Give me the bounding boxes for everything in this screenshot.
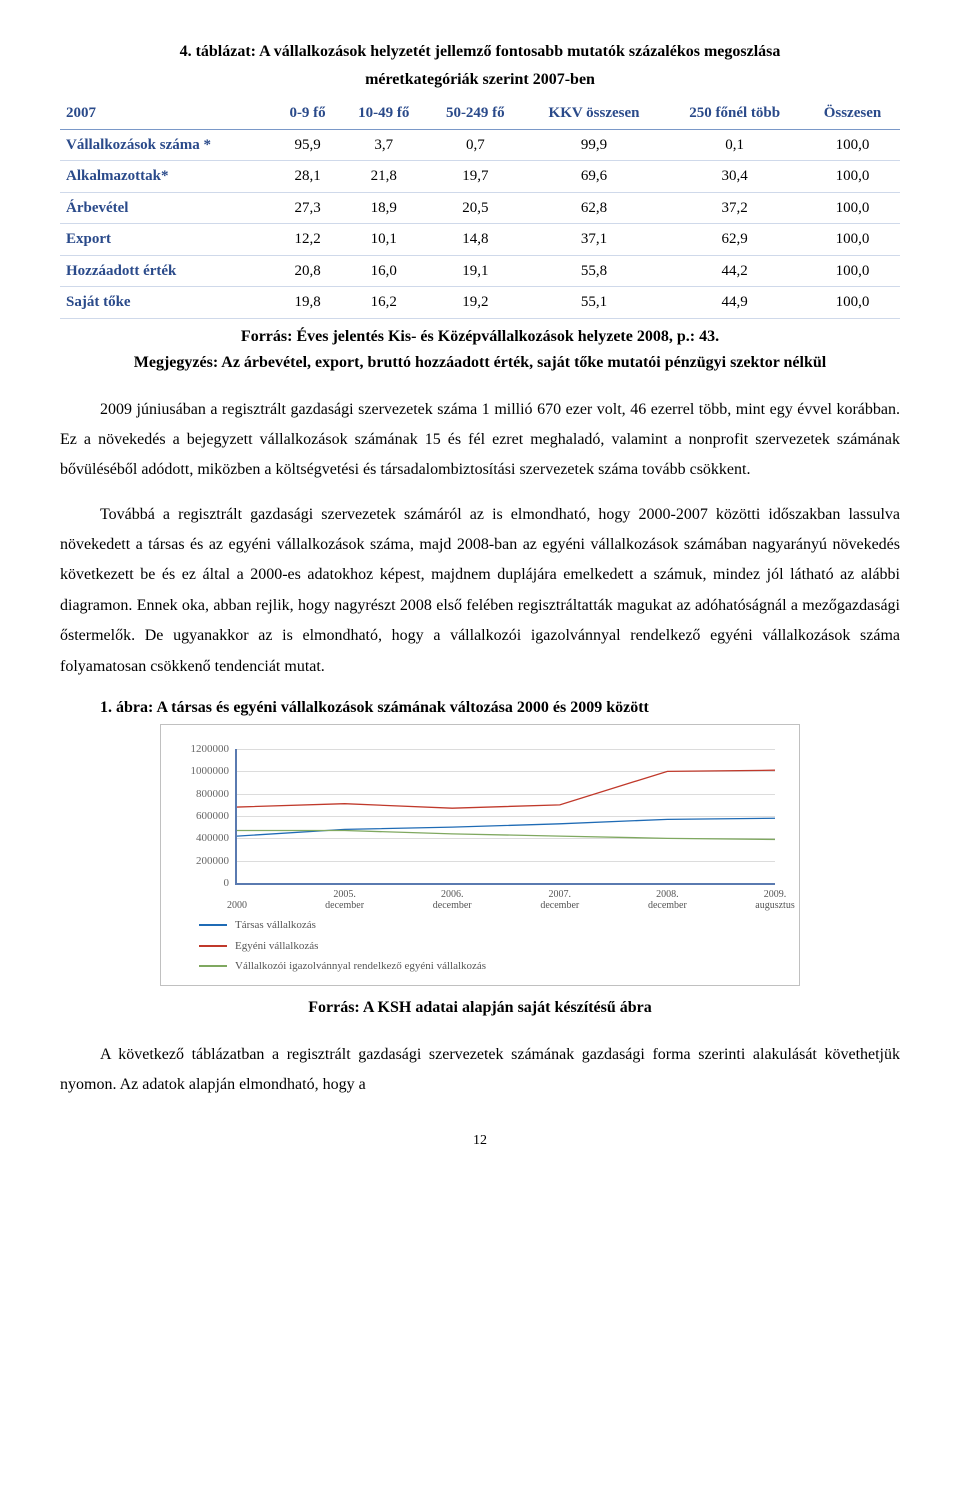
table-cell: 18,9 bbox=[341, 192, 427, 224]
table-title-line1: 4. táblázat: A vállalkozások helyzetét j… bbox=[60, 40, 900, 64]
col-header: 50-249 fő bbox=[427, 98, 524, 129]
col-header: 0-9 fő bbox=[275, 98, 341, 129]
table-row: Saját tőke19,816,219,255,144,9100,0 bbox=[60, 287, 900, 319]
col-header: 2007 bbox=[60, 98, 275, 129]
row-label: Export bbox=[60, 224, 275, 256]
table-note: Megjegyzés: Az árbevétel, export, bruttó… bbox=[60, 351, 900, 375]
table-cell: 19,8 bbox=[275, 287, 341, 319]
table-row: Hozzáadott érték20,816,019,155,844,2100,… bbox=[60, 255, 900, 287]
chart-series-line bbox=[237, 831, 775, 840]
table-cell: 19,7 bbox=[427, 161, 524, 193]
y-tick-label: 0 bbox=[177, 875, 229, 892]
table-row: Alkalmazottak*28,121,819,769,630,4100,0 bbox=[60, 161, 900, 193]
figure-source: Forrás: A KSH adatai alapján saját készí… bbox=[60, 996, 900, 1020]
table-cell: 62,8 bbox=[524, 192, 665, 224]
table-cell: 20,8 bbox=[275, 255, 341, 287]
paragraph-3: A következő táblázatban a regisztrált ga… bbox=[60, 1040, 900, 1101]
table-cell: 16,2 bbox=[341, 287, 427, 319]
table-cell: 3,7 bbox=[341, 129, 427, 161]
table-cell: 19,1 bbox=[427, 255, 524, 287]
paragraph-1: 2009 júniusában a regisztrált gazdasági … bbox=[60, 395, 900, 486]
table-cell: 100,0 bbox=[805, 129, 900, 161]
y-tick-label: 200000 bbox=[177, 852, 229, 869]
x-tick-label: 2000 bbox=[227, 900, 247, 911]
table-cell: 37,2 bbox=[664, 192, 805, 224]
table-cell: 10,1 bbox=[341, 224, 427, 256]
legend-swatch bbox=[199, 965, 227, 967]
legend-label: Egyéni vállalkozás bbox=[235, 938, 318, 955]
table-cell: 14,8 bbox=[427, 224, 524, 256]
figure-chart: 0 200000 400000 600000 800000 1000000 1200000 2… bbox=[160, 724, 800, 986]
y-tick-label: 400000 bbox=[177, 830, 229, 847]
col-header: KKV összesen bbox=[524, 98, 665, 129]
x-tick-label: 2006.december bbox=[433, 889, 472, 911]
table-source: Forrás: Éves jelentés Kis- és Középválla… bbox=[60, 325, 900, 349]
legend-item: Vállalkozói igazolvánnyal rendelkező egy… bbox=[175, 958, 785, 975]
legend-swatch bbox=[199, 945, 227, 947]
y-tick-label: 1000000 bbox=[177, 763, 229, 780]
table-cell: 44,9 bbox=[664, 287, 805, 319]
table-cell: 44,2 bbox=[664, 255, 805, 287]
table-row: Vállalkozások száma *95,93,70,799,90,110… bbox=[60, 129, 900, 161]
chart-series-line bbox=[237, 770, 775, 808]
legend-swatch bbox=[199, 924, 227, 926]
table-cell: 69,6 bbox=[524, 161, 665, 193]
table-cell: 30,4 bbox=[664, 161, 805, 193]
row-label: Saját tőke bbox=[60, 287, 275, 319]
table-cell: 21,8 bbox=[341, 161, 427, 193]
x-tick-label: 2007.december bbox=[540, 889, 579, 911]
table-row: Árbevétel27,318,920,562,837,2100,0 bbox=[60, 192, 900, 224]
col-header: 10-49 fő bbox=[341, 98, 427, 129]
table-cell: 62,9 bbox=[664, 224, 805, 256]
table-cell: 27,3 bbox=[275, 192, 341, 224]
col-header: Összesen bbox=[805, 98, 900, 129]
table-cell: 55,8 bbox=[524, 255, 665, 287]
legend-label: Vállalkozói igazolvánnyal rendelkező egy… bbox=[235, 958, 486, 975]
table-cell: 95,9 bbox=[275, 129, 341, 161]
table-title-line2: méretkategóriák szerint 2007-ben bbox=[60, 68, 900, 92]
table-cell: 100,0 bbox=[805, 224, 900, 256]
legend-item: Egyéni vállalkozás bbox=[175, 938, 785, 955]
paragraph-2: Továbbá a regisztrált gazdasági szerveze… bbox=[60, 500, 900, 682]
y-tick-label: 600000 bbox=[177, 808, 229, 825]
legend-label: Társas vállalkozás bbox=[235, 917, 316, 934]
y-tick-label: 800000 bbox=[177, 785, 229, 802]
x-tick-label: 2005.december bbox=[325, 889, 364, 911]
row-label: Árbevétel bbox=[60, 192, 275, 224]
table-cell: 19,2 bbox=[427, 287, 524, 319]
table-cell: 55,1 bbox=[524, 287, 665, 319]
col-header: 250 főnél több bbox=[664, 98, 805, 129]
row-label: Alkalmazottak* bbox=[60, 161, 275, 193]
table-cell: 0,1 bbox=[664, 129, 805, 161]
table-cell: 100,0 bbox=[805, 161, 900, 193]
x-tick-label: 2009.augusztus bbox=[755, 889, 794, 911]
table-cell: 20,5 bbox=[427, 192, 524, 224]
chart-series-line bbox=[237, 818, 775, 836]
table-cell: 100,0 bbox=[805, 287, 900, 319]
table-cell: 99,9 bbox=[524, 129, 665, 161]
table-cell: 16,0 bbox=[341, 255, 427, 287]
table-cell: 0,7 bbox=[427, 129, 524, 161]
x-tick-label: 2008.december bbox=[648, 889, 687, 911]
legend-item: Társas vállalkozás bbox=[175, 917, 785, 934]
page-number: 12 bbox=[60, 1130, 900, 1151]
y-tick-label: 1200000 bbox=[177, 741, 229, 758]
table-cell: 28,1 bbox=[275, 161, 341, 193]
row-label: Vállalkozások száma * bbox=[60, 129, 275, 161]
data-table: 2007 0-9 fő 10-49 fő 50-249 fő KKV össze… bbox=[60, 98, 900, 319]
figure-title: 1. ábra: A társas és egyéni vállalkozáso… bbox=[100, 696, 900, 720]
table-cell: 100,0 bbox=[805, 192, 900, 224]
table-row: Export12,210,114,837,162,9100,0 bbox=[60, 224, 900, 256]
row-label: Hozzáadott érték bbox=[60, 255, 275, 287]
table-cell: 12,2 bbox=[275, 224, 341, 256]
table-cell: 100,0 bbox=[805, 255, 900, 287]
table-cell: 37,1 bbox=[524, 224, 665, 256]
